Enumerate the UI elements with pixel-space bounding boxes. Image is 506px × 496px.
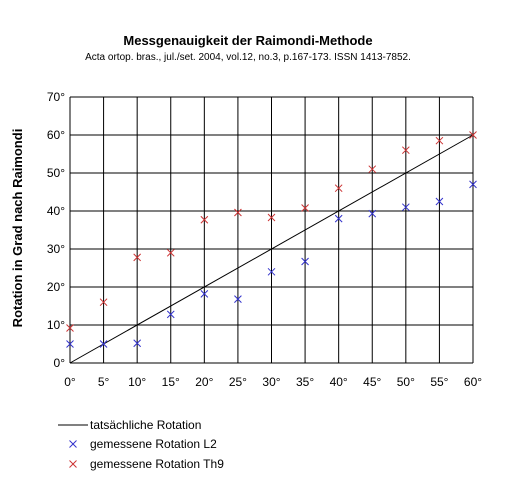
x-tick-label: 25° — [229, 375, 247, 389]
legend-label: gemessene Rotation L2 — [90, 437, 217, 451]
x-tick-label: 55° — [430, 375, 448, 389]
x-tick-label: 20° — [195, 375, 213, 389]
x-tick-label: 15° — [162, 375, 180, 389]
legend-label: gemessene Rotation Th9 — [90, 457, 224, 471]
data-point-th9 — [267, 213, 276, 222]
y-tick-label: 70° — [47, 90, 65, 104]
x-tick-label: 10° — [128, 375, 146, 389]
legend-item: gemessene Rotation L2 — [69, 437, 217, 451]
x-tick-label: 50° — [397, 375, 415, 389]
y-tick-label: 40° — [47, 204, 65, 218]
y-tick-labels: 0° 10° 20° 30° 40° 50° 60° 70° — [47, 90, 65, 370]
legend-swatch-marker — [69, 440, 77, 448]
data-point-l2 — [435, 197, 444, 206]
x-tick-label: 30° — [262, 375, 280, 389]
data-point-th9 — [200, 215, 209, 224]
y-tick-label: 10° — [47, 318, 65, 332]
data-point-l2 — [200, 289, 209, 298]
y-tick-label: 20° — [47, 280, 65, 294]
data-point-l2 — [66, 340, 74, 348]
chart-title: Messgenauigkeit der Raimondi-Methode — [123, 33, 372, 48]
data-point-th9 — [401, 146, 410, 155]
data-point-th9 — [133, 253, 142, 262]
x-tick-label: 40° — [330, 375, 348, 389]
data-point-l2 — [334, 214, 343, 223]
data-point-th9 — [166, 248, 175, 257]
chart-subtitle: Acta ortop. bras., jul./set. 2004, vol.1… — [85, 52, 411, 63]
data-point-th9 — [301, 204, 309, 212]
data-point-th9 — [435, 136, 444, 145]
data-point-l2 — [99, 340, 108, 348]
y-tick-label: 0° — [54, 356, 66, 370]
data-point-th9 — [469, 131, 477, 139]
series-layer — [66, 131, 477, 364]
y-tick-label: 60° — [47, 128, 65, 142]
x-tick-label: 0° — [64, 375, 76, 389]
x-tick-label: 5° — [98, 375, 110, 389]
data-point-l2 — [133, 339, 142, 348]
data-point-l2 — [301, 257, 309, 266]
x-tick-label: 35° — [296, 375, 314, 389]
legend-label: tatsächliche Rotation — [90, 418, 201, 432]
x-tick-label: 60° — [464, 375, 482, 389]
data-point-l2 — [469, 180, 477, 189]
legend: tatsächliche Rotation gemessene Rotation … — [58, 418, 224, 471]
data-point-th9 — [334, 184, 343, 193]
legend-item: tatsächliche Rotation — [58, 418, 201, 432]
series-line-actual-rotation — [69, 134, 474, 364]
data-point-th9 — [368, 165, 377, 174]
x-tick-labels: 0° 5° 10° 15° 20° 25° 30° 35° 40° 45° 50° 55° 60° — [64, 375, 482, 389]
y-tick-label: 30° — [47, 242, 65, 256]
data-point-l2 — [368, 209, 377, 218]
data-point-l2 — [267, 267, 276, 276]
legend-swatch-marker — [69, 460, 77, 468]
data-point-l2 — [234, 295, 242, 304]
data-point-th9 — [66, 324, 74, 332]
legend-item: gemessene Rotation Th9 — [69, 457, 224, 471]
data-point-th9 — [234, 208, 242, 217]
data-point-l2 — [166, 310, 175, 319]
x-tick-label: 45° — [363, 375, 381, 389]
grid — [69, 96, 474, 364]
y-axis-label: Rotation in Grad nach Raimondi — [10, 129, 25, 328]
data-point-th9 — [99, 298, 108, 307]
data-point-l2 — [401, 203, 410, 212]
y-tick-label: 50° — [47, 166, 65, 180]
